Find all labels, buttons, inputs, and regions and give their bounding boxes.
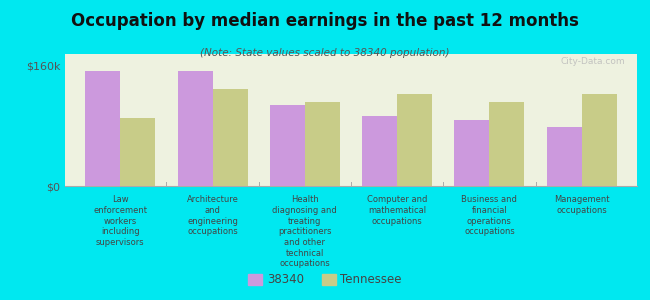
Bar — [177, 70, 213, 186]
Bar — [305, 101, 340, 186]
Bar — [270, 104, 305, 186]
Bar — [547, 127, 582, 186]
Bar — [582, 94, 617, 186]
Bar — [397, 94, 432, 186]
Bar — [362, 116, 397, 186]
Text: Computer and
mathematical
occupations: Computer and mathematical occupations — [367, 195, 427, 226]
Text: Health
diagnosing and
treating
practitioners
and other
technical
occupations: Health diagnosing and treating practitio… — [272, 195, 337, 268]
Text: Occupation by median earnings in the past 12 months: Occupation by median earnings in the pas… — [71, 12, 579, 30]
Bar — [213, 89, 248, 186]
Bar — [120, 118, 155, 186]
Text: Law
enforcement
workers
including
supervisors: Law enforcement workers including superv… — [94, 195, 148, 247]
Text: City-Data.com: City-Data.com — [561, 57, 625, 66]
Bar — [489, 101, 525, 186]
Text: (Note: State values scaled to 38340 population): (Note: State values scaled to 38340 popu… — [200, 48, 450, 58]
Bar — [85, 71, 120, 186]
Bar — [454, 120, 489, 186]
Text: Management
occupations: Management occupations — [554, 195, 610, 215]
Legend: 38340, Tennessee: 38340, Tennessee — [243, 269, 407, 291]
Text: Architecture
and
engineering
occupations: Architecture and engineering occupations — [187, 195, 239, 236]
Text: Business and
financial
operations
occupations: Business and financial operations occupa… — [462, 195, 517, 236]
